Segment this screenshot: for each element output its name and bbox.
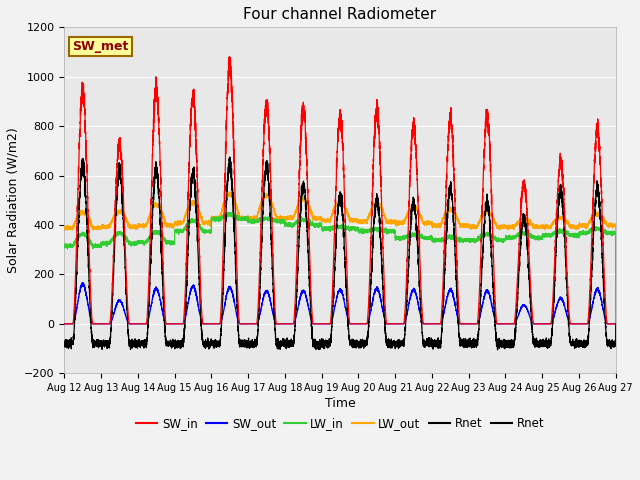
Title: Four channel Radiometer: Four channel Radiometer [243, 7, 436, 22]
Y-axis label: Solar Radiation (W/m2): Solar Radiation (W/m2) [7, 127, 20, 273]
Text: SW_met: SW_met [72, 40, 129, 53]
X-axis label: Time: Time [324, 397, 355, 410]
Legend: SW_in, SW_out, LW_in, LW_out, Rnet, Rnet: SW_in, SW_out, LW_in, LW_out, Rnet, Rnet [131, 412, 549, 435]
